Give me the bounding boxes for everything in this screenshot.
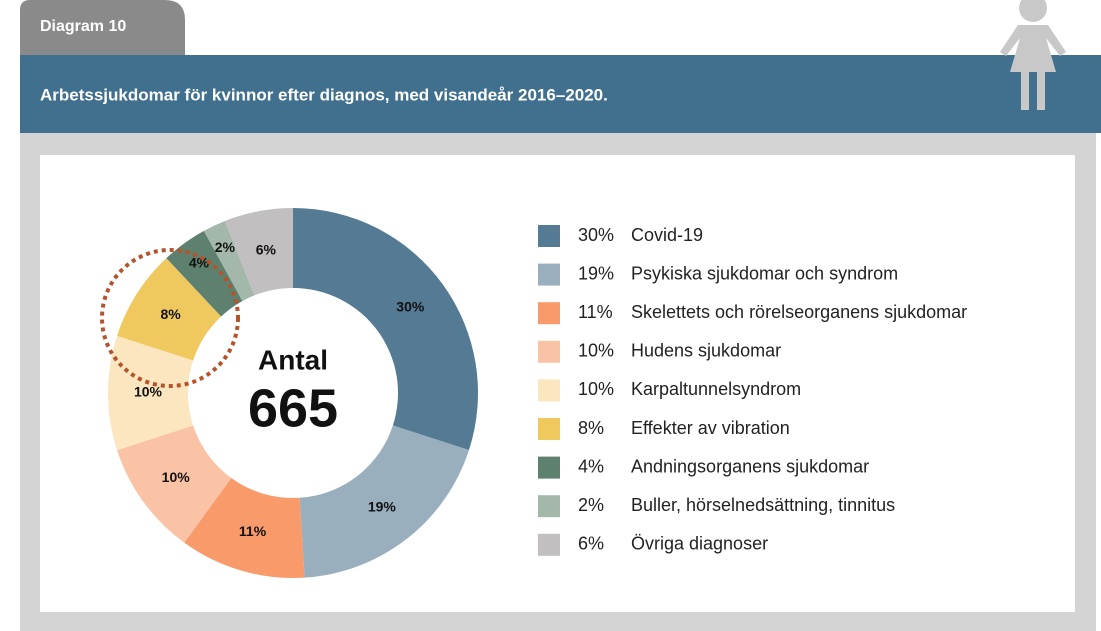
legend-label: Hudens sjukdomar — [631, 341, 781, 361]
slice — [117, 258, 222, 361]
center-total: 665 — [248, 378, 338, 438]
slice-label: 6% — [256, 241, 277, 257]
legend-value: 8% — [578, 418, 604, 438]
slice-label: 2% — [215, 239, 236, 255]
slice — [293, 208, 479, 451]
slice — [107, 335, 194, 451]
legend-swatch — [538, 533, 560, 556]
chart-title: Arbetssjukdomar för kvinnor efter diagno… — [40, 85, 608, 104]
center-label: Antal — [258, 344, 328, 375]
legend-swatch — [538, 340, 560, 363]
legend-swatch — [538, 302, 560, 325]
slice-label: 10% — [134, 384, 163, 400]
slice-label: 4% — [189, 254, 210, 270]
slice-label: 11% — [239, 523, 267, 539]
legend-swatch — [538, 263, 560, 286]
slice — [166, 230, 243, 317]
title-band — [20, 55, 1101, 133]
tab-label: Diagram 10 — [40, 18, 126, 35]
tab — [20, 0, 185, 55]
legend-label: Covid-19 — [631, 225, 703, 245]
legend-label: Övriga diagnoser — [631, 534, 768, 554]
slice-label: 19% — [368, 498, 397, 514]
legend-swatch — [538, 456, 560, 479]
legend-label: Psykiska sjukdomar och syndrom — [631, 263, 898, 283]
slice — [224, 208, 293, 296]
legend-value: 30% — [578, 225, 614, 245]
legend-label: Karpaltunnelsyndrom — [631, 379, 801, 399]
legend-label: Skelettets och rörelseorganens sjukdomar — [631, 302, 967, 322]
legend-label: Andningsorganens sjukdomar — [631, 456, 869, 476]
slice — [203, 220, 255, 301]
legend-swatch — [538, 225, 560, 247]
legend-value: 2% — [578, 495, 604, 515]
slice-label: 10% — [162, 469, 191, 485]
legend-value: 4% — [578, 456, 604, 476]
slice-label: 8% — [160, 306, 181, 322]
slice-label: 30% — [396, 298, 425, 314]
legend-value: 19% — [578, 263, 614, 283]
highlight-circle — [100, 248, 240, 388]
slice — [299, 425, 469, 578]
legend-value: 11% — [578, 302, 613, 322]
slice — [117, 425, 232, 543]
legend-swatch — [538, 418, 560, 440]
legend-swatch — [538, 495, 560, 518]
legend-value: 10% — [578, 379, 614, 399]
legend-value: 10% — [578, 341, 614, 361]
legend-label: Buller, hörselnedsättning, tinnitus — [631, 495, 895, 515]
legend-value: 6% — [578, 534, 604, 554]
legend-swatch — [538, 379, 560, 402]
slice — [184, 477, 305, 578]
legend-label: Effekter av vibration — [631, 418, 790, 438]
woman-icon — [1000, 0, 1066, 110]
